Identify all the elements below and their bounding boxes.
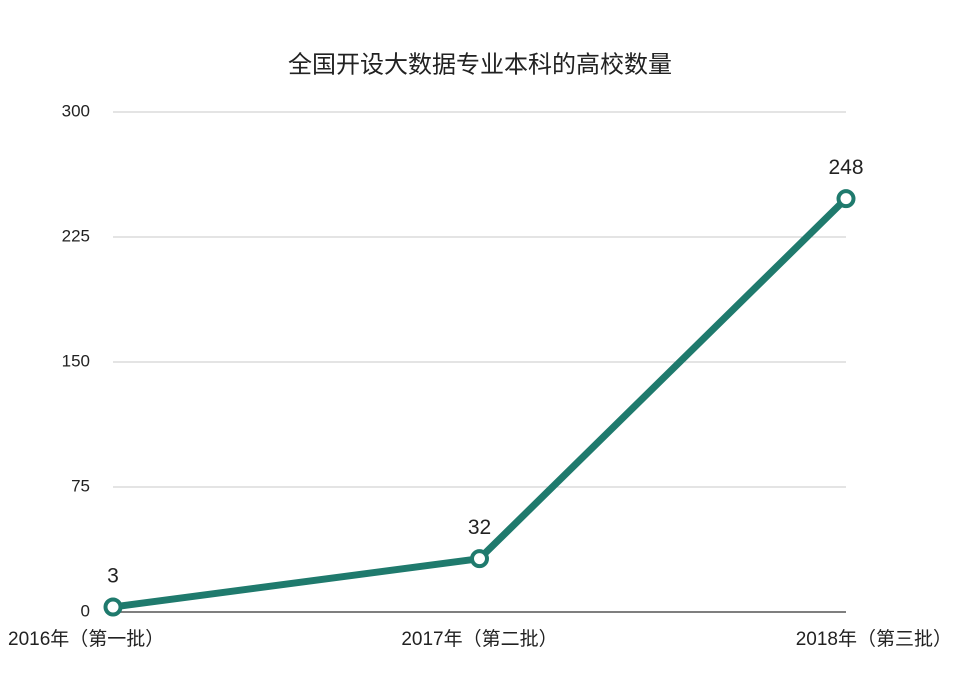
x-tick-label: 2017年（第二批） xyxy=(401,628,557,650)
x-tick-label: 2016年（第一批） xyxy=(8,628,164,650)
data-label: 3 xyxy=(107,565,119,588)
data-label: 32 xyxy=(468,516,491,539)
data-point xyxy=(836,189,856,209)
y-tick-label: 75 xyxy=(71,476,90,495)
data-line xyxy=(112,196,849,611)
y-tick-label: 150 xyxy=(62,351,90,370)
x-tick-label: 2018年（第三批） xyxy=(796,628,952,650)
y-tick-label: 300 xyxy=(62,101,90,120)
y-tick-label: 0 xyxy=(81,601,90,620)
chart-title: 全国开设大数据专业本科的高校数量 xyxy=(288,51,672,78)
data-point xyxy=(103,597,123,617)
y-tick-label: 225 xyxy=(62,226,90,245)
data-point xyxy=(470,549,489,569)
data-label: 248 xyxy=(828,156,863,179)
